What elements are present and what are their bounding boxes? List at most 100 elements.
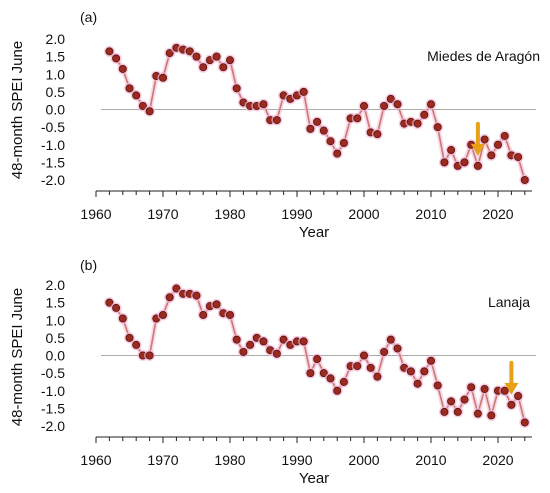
data-point [487, 411, 496, 420]
data-point [125, 84, 134, 93]
y-tick-label: -1.5 [41, 154, 65, 170]
data-point [386, 94, 395, 103]
site-label: Lanaja [488, 294, 530, 310]
data-point [366, 363, 375, 372]
data-point [333, 149, 342, 158]
data-point [279, 335, 288, 344]
y-tick-label: 0.5 [46, 84, 66, 100]
data-point [319, 126, 328, 135]
data-point [467, 383, 476, 392]
data-point [232, 335, 241, 344]
data-point [339, 138, 348, 147]
arrow-head [504, 382, 519, 395]
data-point [413, 379, 422, 388]
data-point [165, 293, 174, 302]
data-point [447, 146, 456, 155]
data-point [507, 400, 516, 409]
data-point [219, 63, 228, 72]
y-tick-label: -0.5 [41, 119, 65, 135]
data-point [158, 73, 167, 82]
data-point [433, 381, 442, 390]
y-tick-label: 1.0 [46, 66, 66, 82]
data-point [306, 124, 315, 133]
data-point [132, 91, 141, 100]
panel-a: (a) Miedes de Aragón 48-month SPEI June -2.… [9, 9, 540, 241]
x-tick-label: 2000 [348, 452, 379, 468]
data-point [333, 386, 342, 395]
data-point [514, 392, 523, 401]
data-point [259, 337, 268, 346]
data-point [386, 335, 395, 344]
data-point [493, 140, 502, 149]
x-tick-label: 1970 [147, 452, 178, 468]
data-point [420, 367, 429, 376]
x-tick-label: 2010 [415, 452, 446, 468]
data-point [339, 377, 348, 386]
data-point [246, 340, 255, 349]
data-point [393, 344, 402, 353]
data-point [138, 101, 147, 110]
data-point [199, 63, 208, 72]
data-point [306, 369, 315, 378]
x-axis-title: Year [299, 224, 329, 241]
x-tick-label: 2000 [348, 206, 379, 222]
data-point [373, 372, 382, 381]
data-point [165, 49, 174, 58]
data-point [447, 397, 456, 406]
data-point [145, 107, 154, 116]
data-point [272, 116, 281, 125]
data-point [132, 340, 141, 349]
data-point [520, 175, 529, 184]
site-label: Miedes de Aragón [427, 48, 540, 64]
data-point [440, 158, 449, 167]
data-point [145, 351, 154, 360]
panel-label: (b) [80, 257, 97, 273]
data-point [480, 384, 489, 393]
data-point [313, 355, 322, 364]
data-point [199, 310, 208, 319]
y-tick-label: 2.0 [46, 277, 66, 293]
data-point [232, 84, 241, 93]
data-point [319, 369, 328, 378]
data-point [225, 310, 234, 319]
data-point [373, 130, 382, 139]
panel-b: (b) Lanaja 48-month SPEI June -2.0 -1.5-1.0 -… [9, 257, 536, 487]
data-point [272, 349, 281, 358]
data-point [487, 151, 496, 160]
data-point [359, 351, 368, 360]
y-tick-label: 2.0 [46, 31, 66, 47]
data-point [105, 298, 114, 307]
data-point [359, 101, 368, 110]
y-tick-label: 1.5 [46, 49, 66, 65]
y-tick-label: 1.5 [46, 295, 66, 311]
data-point [500, 131, 509, 140]
data-point [225, 56, 234, 65]
data-point [313, 117, 322, 126]
y-tick-label: -1.0 [41, 383, 65, 399]
data-point [380, 101, 389, 110]
x-tick-label: 1970 [147, 206, 178, 222]
y-tick-label: -2.0 [41, 418, 65, 434]
data-point [212, 300, 221, 309]
data-point [185, 47, 194, 56]
data-point [406, 367, 415, 376]
x-tick-label: 1960 [80, 452, 111, 468]
data-point [426, 356, 435, 365]
data-point [353, 362, 362, 371]
x-tick-label: 2010 [415, 206, 446, 222]
data-point [112, 303, 121, 312]
y-tick-label: 0.0 [46, 348, 66, 364]
data-point [353, 114, 362, 123]
x-tick-label: 2020 [482, 206, 513, 222]
y-tick-label: 1.0 [46, 312, 66, 328]
arrow-head [470, 143, 485, 156]
data-point [326, 137, 335, 146]
data-point [460, 158, 469, 167]
data-point [326, 374, 335, 383]
data-point [192, 291, 201, 300]
data-point [172, 284, 181, 293]
data-point [473, 409, 482, 418]
y-tick-label: -2.0 [41, 172, 65, 188]
y-tick-label: -1.0 [41, 137, 65, 153]
